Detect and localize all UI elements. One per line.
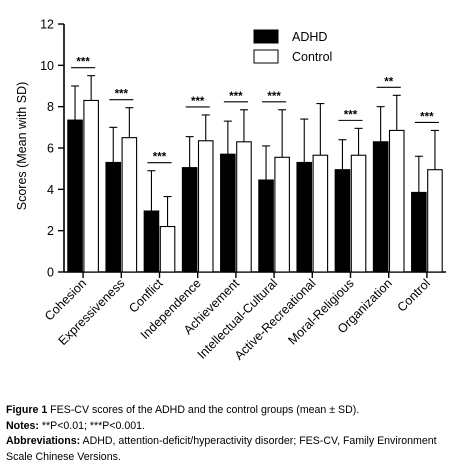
bar-control — [236, 141, 252, 273]
bar-adhd — [181, 167, 198, 273]
y-ticks: 0 2 4 6 8 10 12 — [40, 18, 64, 280]
y-tick-label: 4 — [47, 183, 54, 197]
bar-control — [274, 156, 290, 273]
bar-control — [159, 225, 176, 273]
bar-control — [83, 99, 99, 273]
notes-label: Notes: — [6, 419, 39, 432]
significance-label: *** — [420, 111, 434, 123]
bar-adhd — [220, 153, 236, 273]
bar-control — [427, 169, 443, 273]
legend-label-control: Control — [292, 50, 332, 64]
significance-label: ** — [384, 76, 393, 88]
significance-label: *** — [191, 96, 205, 108]
bar-adhd — [258, 179, 274, 273]
significance-label: *** — [267, 91, 281, 103]
x-tick-label: Moral-Religious — [285, 276, 356, 347]
bar-adhd — [411, 191, 427, 273]
y-tick-label: 6 — [47, 142, 54, 156]
bar-adhd — [334, 169, 351, 273]
bar-control — [388, 129, 405, 273]
bar-adhd — [105, 161, 122, 273]
y-tick-label: 10 — [40, 59, 54, 73]
legend-swatch-control — [253, 49, 279, 64]
abbreviations-text: ADHD, attention-deficit/hyperactivity di… — [6, 435, 437, 463]
bar-adhd — [67, 119, 83, 273]
bar-control — [197, 140, 214, 273]
figure-caption: Figure 1 FES-CV scores of the ADHD and t… — [6, 403, 448, 465]
x-tick-label: Control — [395, 276, 433, 314]
legend-swatch-adhd — [253, 29, 279, 44]
bar-control — [312, 154, 329, 273]
significance-markers: ************ *** *********** — [71, 57, 439, 164]
significance-label: *** — [344, 109, 358, 121]
notes-text: **P<0.01; ***P<0.001. — [41, 419, 145, 432]
caption-line: Figure 1 FES-CV scores of the ADHD and t… — [6, 403, 448, 419]
abbreviations-label: Abbreviations: — [6, 435, 81, 447]
y-tick-label: 12 — [40, 18, 54, 32]
figure-label: Figure 1 — [6, 404, 48, 416]
x-tick-label: Expressiveness — [56, 276, 128, 348]
significance-label: *** — [115, 89, 129, 101]
bar-adhd — [296, 161, 313, 273]
figure-text: FES-CV scores of the ADHD and the contro… — [50, 404, 360, 416]
y-tick-label: 8 — [47, 100, 54, 114]
significance-label: *** — [229, 91, 243, 103]
bar-adhd — [143, 210, 160, 273]
bar-control — [121, 137, 138, 273]
y-axis-label: Scores (Mean with SD) — [15, 82, 29, 211]
bar-control — [350, 154, 367, 273]
abbreviations-line: Abbreviations: ADHD, attention-deficit/h… — [6, 434, 448, 465]
y-tick-label: 0 — [47, 266, 54, 280]
bars — [67, 75, 443, 273]
notes-line: Notes: **P<0.01; ***P<0.001. — [6, 419, 448, 435]
legend: ADHD Control — [253, 29, 332, 64]
bar-adhd — [372, 141, 389, 273]
significance-label: *** — [153, 152, 167, 164]
legend-label-adhd: ADHD — [292, 30, 327, 44]
significance-label: *** — [76, 57, 90, 69]
y-tick-label: 2 — [47, 224, 54, 238]
x-tick-labels: CohesionExpressivenessConflictIndependen… — [42, 272, 433, 363]
